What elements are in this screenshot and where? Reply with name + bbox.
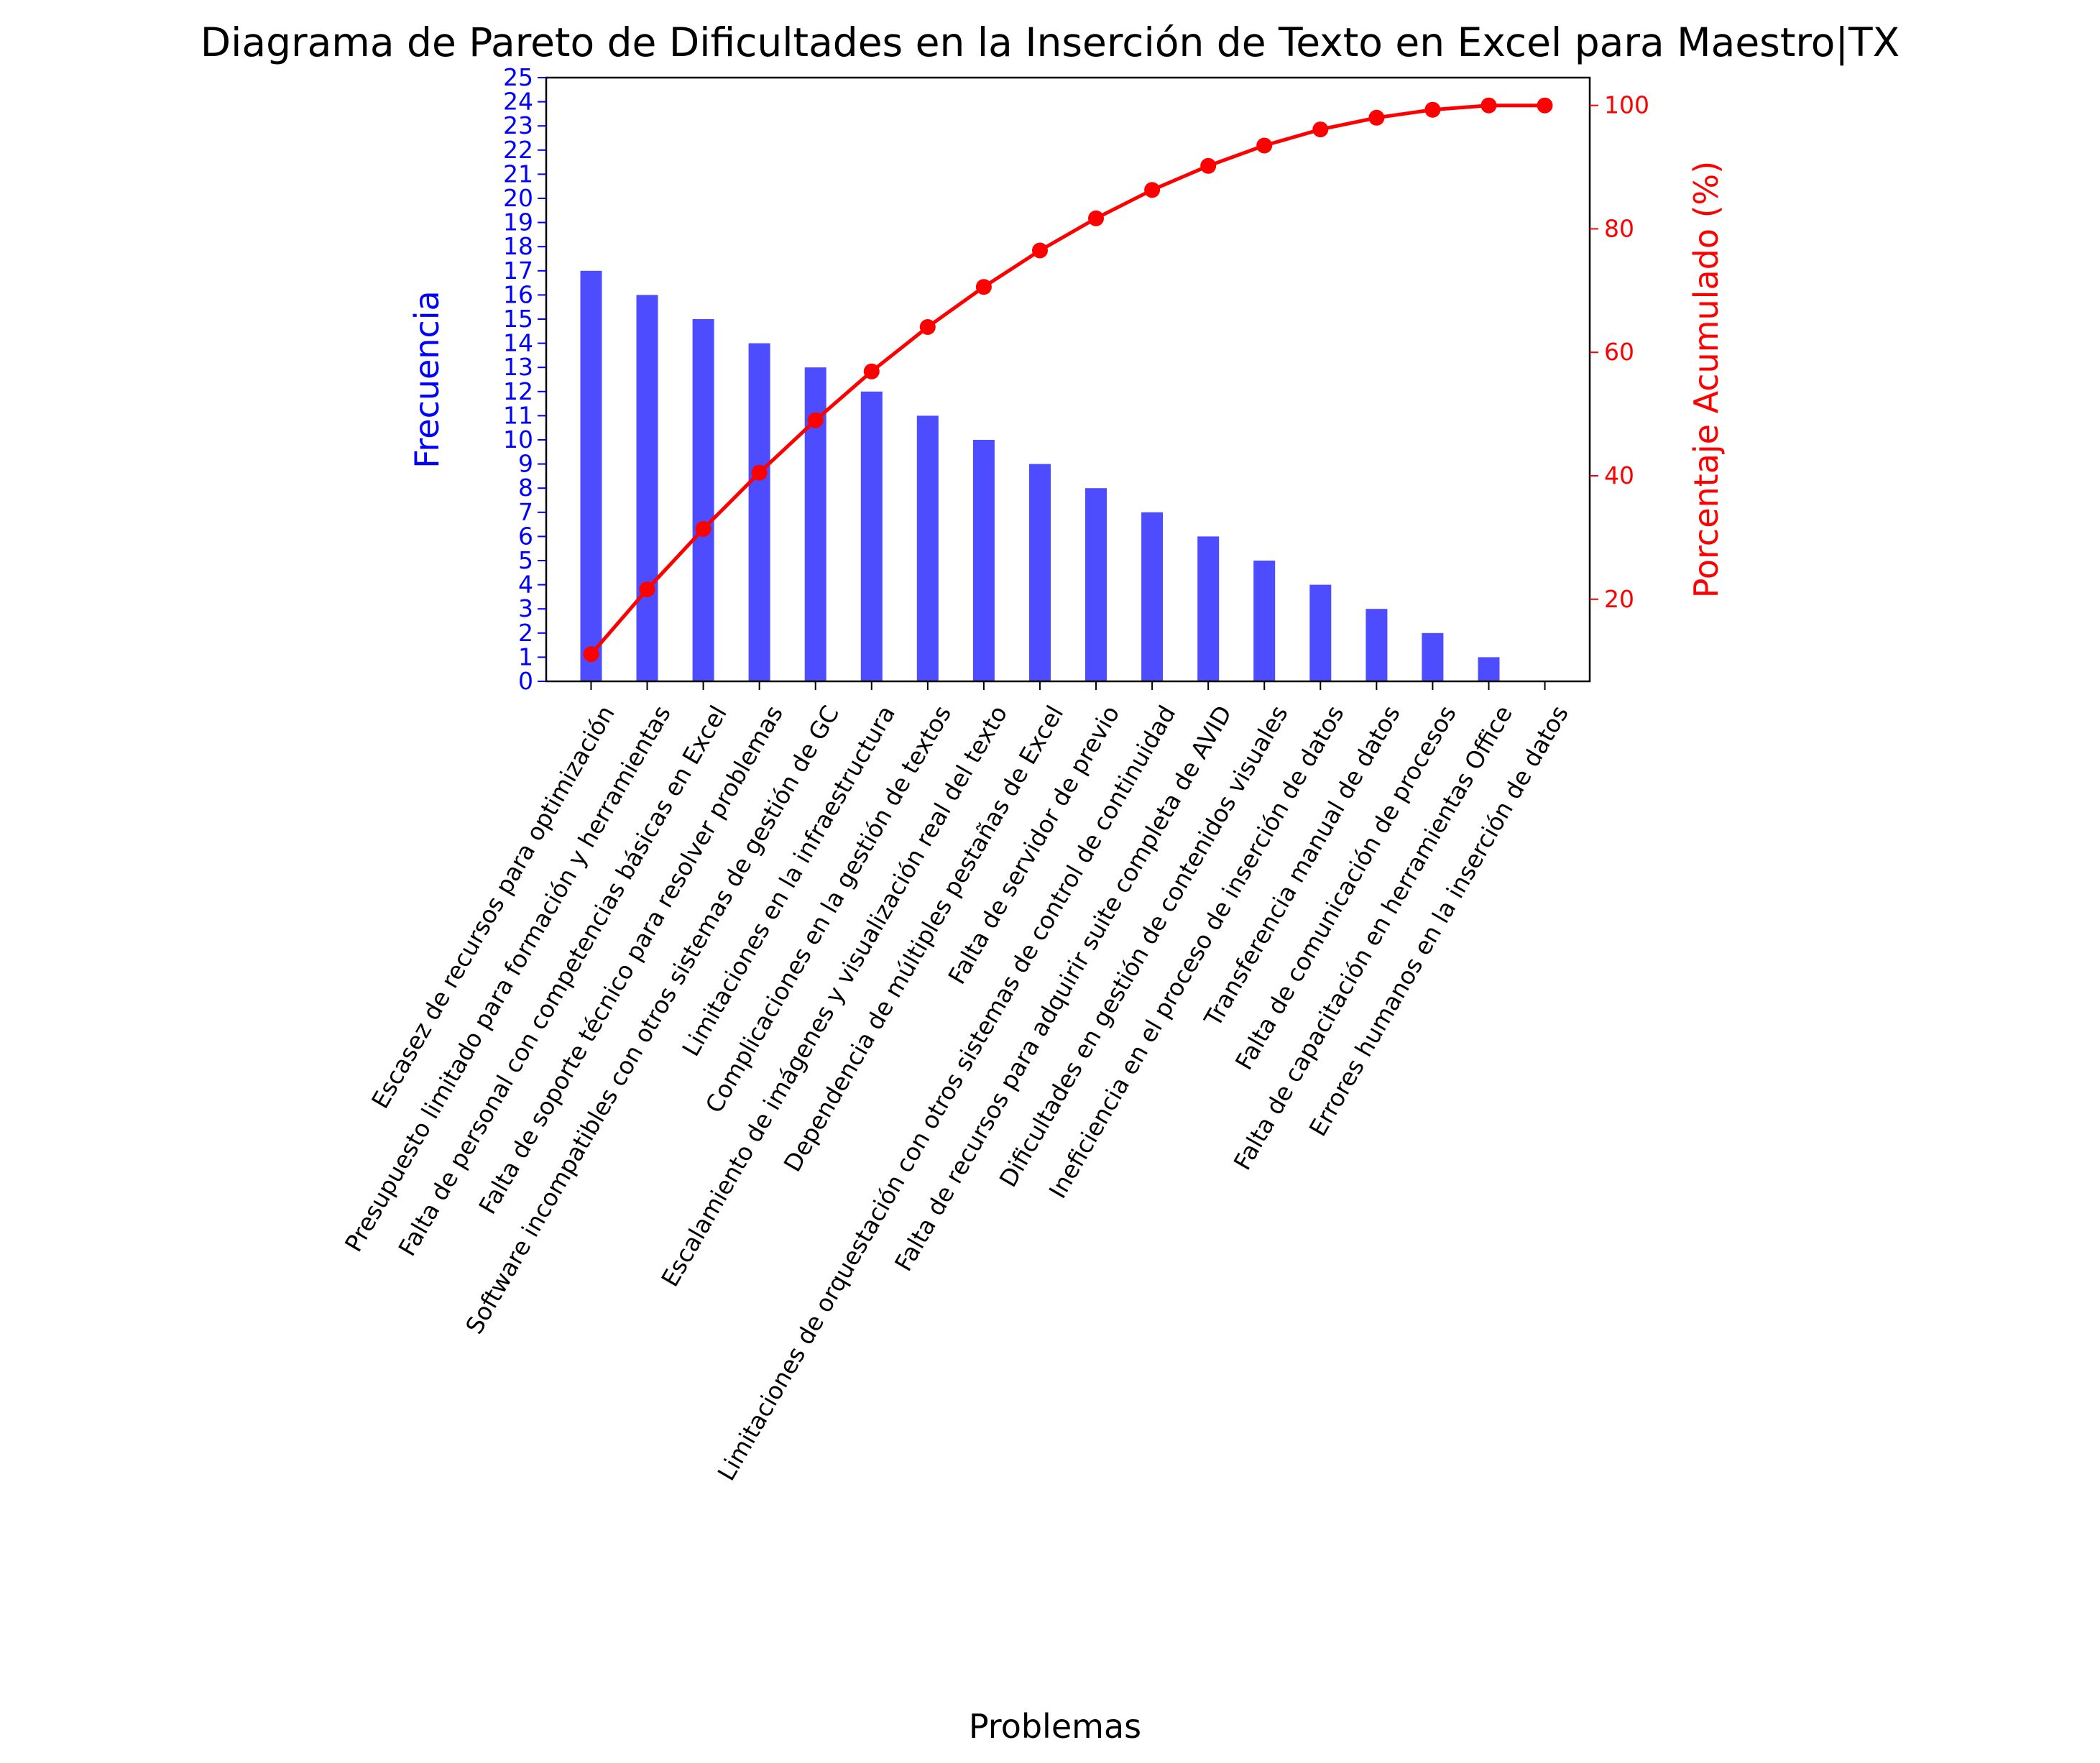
left-tick-label: 18: [503, 232, 533, 260]
left-tick-label: 7: [518, 498, 533, 526]
cumulative-point-12: [1200, 157, 1217, 174]
right-tick-label: 40: [1604, 461, 1634, 489]
cumulative-point-17: [1480, 97, 1497, 114]
right-tick-label: 100: [1604, 91, 1649, 119]
cumulative-point-1: [583, 646, 599, 663]
cumulative-point-18: [1537, 97, 1553, 114]
bar-10: [1085, 488, 1107, 681]
x-axis: Escasez de recursos para optimizaciónPre…: [339, 681, 1574, 1486]
bar-12: [1197, 536, 1220, 681]
left-tick-label: 20: [503, 184, 533, 212]
cumulative-point-16: [1424, 101, 1441, 118]
left-tick-label: 16: [503, 280, 533, 308]
cumulative-point-10: [1088, 210, 1104, 226]
left-tick-label: 5: [518, 546, 533, 574]
cumulative-point-14: [1312, 121, 1329, 138]
bar-2: [636, 295, 658, 681]
bar-13: [1253, 561, 1276, 681]
left-y-axis: 0123456789101112131415161718192021222324…: [503, 63, 546, 695]
bar-17: [1478, 657, 1500, 681]
bar-14: [1309, 584, 1332, 681]
left-tick-label: 9: [518, 450, 533, 478]
cumulative-point-3: [695, 520, 711, 537]
bar-11: [1141, 512, 1164, 681]
cumulative-point-9: [1032, 242, 1048, 259]
cumulative-point-7: [919, 319, 936, 335]
right-tick-label: 80: [1604, 214, 1634, 242]
bar-6: [860, 391, 883, 681]
bar-15: [1366, 609, 1388, 681]
left-tick-label: 21: [503, 160, 533, 188]
left-tick-label: 0: [518, 667, 533, 695]
cumulative-point-5: [807, 412, 824, 428]
left-tick-label: 4: [518, 571, 533, 599]
cumulative-point-11: [1144, 182, 1161, 198]
bar-1: [580, 270, 602, 681]
cumulative-point-15: [1368, 109, 1385, 126]
left-tick-label: 14: [503, 329, 533, 357]
left-tick-label: 12: [503, 377, 533, 405]
cumulative-point-6: [863, 363, 880, 379]
right-tick-label: 60: [1604, 338, 1634, 366]
left-tick-label: 23: [503, 111, 533, 139]
x-axis-label: Problemas: [969, 1707, 1141, 1746]
left-tick-label: 1: [518, 643, 533, 671]
cumulative-point-2: [639, 581, 655, 597]
left-tick-label: 24: [503, 88, 533, 116]
left-tick-label: 3: [518, 594, 533, 622]
left-tick-label: 6: [518, 522, 533, 550]
cumulative-point-13: [1256, 137, 1273, 154]
left-tick-label: 25: [503, 63, 533, 91]
chart-title: Diagrama de Pareto de Dificultades en la…: [201, 19, 1900, 66]
right-tick-label: 20: [1604, 585, 1634, 613]
left-tick-label: 15: [503, 305, 533, 333]
bar-7: [916, 415, 939, 681]
bar-9: [1029, 464, 1051, 681]
left-tick-label: 2: [518, 619, 533, 647]
cumulative-line: [589, 103, 1545, 655]
cumulative-point-8: [975, 279, 992, 295]
left-tick-label: 22: [503, 136, 533, 164]
cumulative-point-4: [751, 464, 768, 481]
bar-16: [1422, 632, 1444, 681]
axes-layer: [545, 76, 1591, 683]
plot-frame: [545, 76, 1591, 683]
bar-8: [972, 440, 995, 681]
left-tick-label: 13: [503, 353, 533, 381]
left-tick-label: 10: [503, 425, 533, 454]
y-axis-label-left: Frecuencia: [407, 290, 446, 468]
left-tick-label: 11: [503, 401, 533, 429]
y-axis-label-right: Porcentaje Acumulado (%): [1687, 161, 1726, 598]
left-tick-label: 17: [503, 257, 533, 285]
right-y-axis: 20 40 60 80 100: [1590, 91, 1649, 613]
left-tick-label: 8: [518, 474, 533, 502]
bars-layer: [580, 270, 1500, 681]
left-tick-label: 19: [503, 208, 533, 236]
bar-3: [692, 319, 714, 681]
cumulative-line-layer: [583, 97, 1553, 663]
bar-4: [748, 343, 770, 681]
